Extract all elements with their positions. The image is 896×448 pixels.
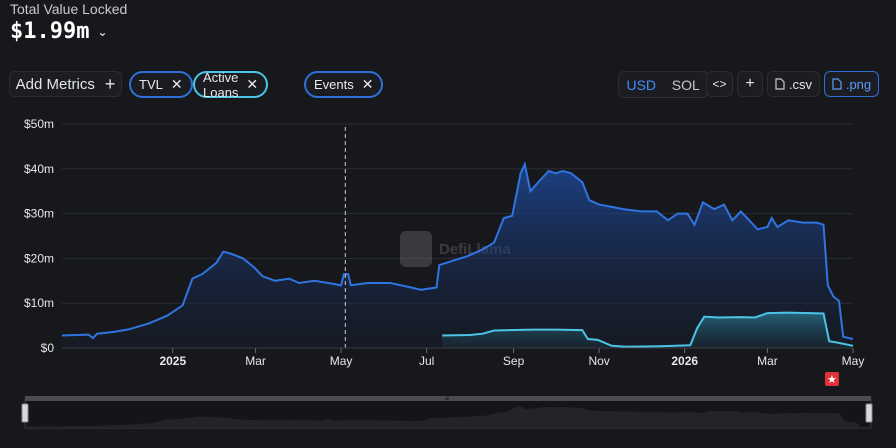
x-tick-label: May [330, 354, 353, 368]
navigator-handle-right [865, 403, 873, 423]
file-icon [775, 78, 785, 90]
pill-label: Events [314, 77, 354, 92]
range-navigator: ≡ [21, 396, 873, 429]
navigator-series [25, 406, 871, 428]
x-tick-label: Mar [757, 354, 778, 368]
add-metrics-label: Add Metrics [15, 75, 95, 93]
grid-lines [62, 123, 853, 349]
plus-icon: + [104, 73, 116, 94]
series-area-tvl [62, 164, 853, 348]
csv-label: .csv [788, 76, 813, 92]
metric-value-selector[interactable]: $1.99m ⌄ [10, 19, 108, 44]
x-tick-label: 2026 [671, 354, 698, 368]
currency-toggle[interactable]: USD SOL [618, 71, 709, 98]
x-tick-label: Mar [245, 354, 266, 368]
y-axis: $0 $10m $20m $30m $40m $50m [24, 117, 54, 355]
x-tick-label: Nov [588, 354, 609, 368]
x-axis: 2025 Mar May Jul Sep Nov 2026 Mar May [62, 347, 865, 368]
navigator-track [24, 397, 872, 429]
pill-events[interactable]: Events ✕ [304, 71, 384, 98]
y-tick-label: $0 [41, 341, 55, 355]
pill-active-loans[interactable]: Active Loans ✕ [193, 69, 269, 100]
pill-tvl[interactable]: TVL ✕ [129, 71, 193, 98]
series-line-tvl [61, 161, 854, 340]
watermark: DefiLlama [400, 231, 511, 267]
close-icon[interactable]: ✕ [246, 76, 259, 92]
y-tick-label: $20m [24, 251, 54, 265]
watermark-text: DefiLlama [439, 241, 511, 258]
chevron-down-icon: ⌄ [97, 24, 108, 39]
x-tick-label: Sep [503, 354, 525, 368]
series-area-active-loans [442, 312, 853, 348]
plus-icon: + [745, 75, 755, 92]
add-chart-button[interactable]: + [737, 71, 763, 97]
series-line-active-loans [442, 311, 854, 348]
svg-text:★: ★ [827, 374, 837, 386]
y-tick-label: $10m [24, 296, 54, 310]
metric-value: $1.99m [10, 19, 90, 44]
y-tick-label: $30m [24, 207, 54, 221]
close-icon[interactable]: ✕ [361, 76, 374, 92]
currency-sol[interactable]: SOL [671, 76, 700, 93]
csv-button[interactable]: .csv [767, 71, 820, 97]
navigator-handle-left [21, 403, 29, 423]
png-button[interactable]: .png [824, 71, 879, 97]
y-tick-label: $50m [24, 117, 54, 131]
png-label: .png [845, 76, 872, 92]
pill-label: TVL [139, 77, 163, 92]
add-metrics-button[interactable]: Add Metrics + [9, 71, 122, 97]
close-icon[interactable]: ✕ [170, 76, 183, 92]
pill-label: Active Loans [203, 69, 239, 100]
currency-usd[interactable]: USD [626, 76, 657, 93]
embed-button[interactable]: <> [706, 71, 733, 97]
code-icon: <> [712, 77, 727, 91]
grip-icon: ≡ [445, 396, 449, 403]
event-star-icon[interactable]: ★ [824, 372, 839, 386]
file-icon [832, 78, 842, 90]
metric-label: Total Value Locked [10, 1, 128, 17]
x-tick-label: 2025 [159, 354, 186, 368]
navigator-scrollbar [25, 396, 871, 401]
y-tick-label: $40m [24, 162, 54, 176]
x-tick-label: May [842, 354, 865, 368]
llama-logo-icon [400, 231, 432, 267]
x-tick-label: Jul [419, 354, 434, 368]
